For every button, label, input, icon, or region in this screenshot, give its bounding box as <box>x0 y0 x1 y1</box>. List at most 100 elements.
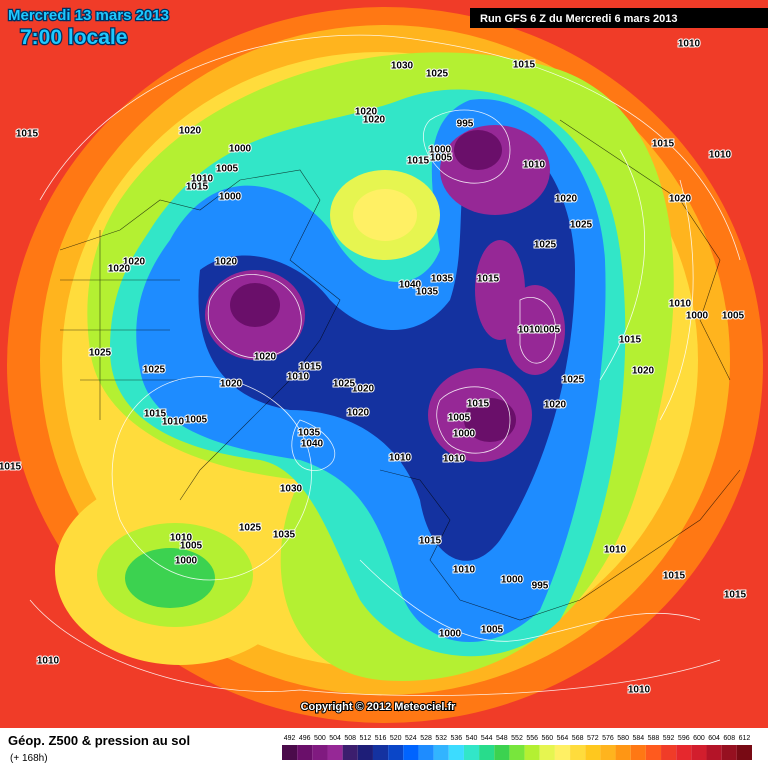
colorbar-label: 512 <box>360 735 372 742</box>
field <box>353 189 417 241</box>
isobar-label: 1040 <box>399 280 422 291</box>
map-date: Mercredi 13 mars 2013 <box>8 7 169 24</box>
colorbar-label: 564 <box>557 735 569 742</box>
isobar-label: 1010 <box>162 417 185 428</box>
isobar-label: 1015 <box>663 571 686 582</box>
isobar-label: 1020 <box>123 257 146 268</box>
isobar-label: 1015 <box>467 399 490 410</box>
isobar-label: 995 <box>532 581 549 592</box>
isobar-label: 1015 <box>144 409 167 420</box>
isobar-label: 1025 <box>89 348 112 359</box>
colorbar-swatch <box>736 745 752 760</box>
colorbar-swatch <box>630 745 646 760</box>
colorbar-label: 568 <box>572 735 584 742</box>
isobar-label: 1010 <box>37 656 60 667</box>
isobar-label: 1025 <box>562 375 585 386</box>
isobar-label: 1000 <box>439 629 462 640</box>
colorbar-label: 492 <box>284 735 296 742</box>
isobar-label: 1025 <box>426 69 449 80</box>
isobar-label: 1015 <box>186 182 209 193</box>
isobar-label: 1020 <box>555 194 578 205</box>
colorbar-swatch <box>600 745 616 760</box>
colorbar-swatch <box>312 745 328 760</box>
isobar-label: 1035 <box>416 287 439 298</box>
isobar-label: 1040 <box>301 439 324 450</box>
colorbar-label: 508 <box>344 735 356 742</box>
isobar-label: 1020 <box>352 384 375 395</box>
isobar-label: 1005 <box>430 153 453 164</box>
colorbar-label: 520 <box>390 735 402 742</box>
isobar-label: 1035 <box>431 274 454 285</box>
isobar-label: 1020 <box>254 352 277 363</box>
field <box>230 283 280 327</box>
colorbar-swatch <box>282 745 298 760</box>
colorbar-label: 600 <box>693 735 705 742</box>
map-time: 7:00 locale <box>20 26 127 49</box>
isobar-label: 1000 <box>453 429 476 440</box>
isobar-label: 1005 <box>538 325 561 336</box>
colorbar-label: 588 <box>648 735 660 742</box>
isobar-label: 1020 <box>632 366 655 377</box>
field <box>454 130 502 170</box>
isobar-label: 1005 <box>448 413 471 424</box>
isobar-label: 1010 <box>678 39 701 50</box>
isobar-label: 1010 <box>709 150 732 161</box>
colorbar-swatch <box>418 745 434 760</box>
colorbar-swatch <box>357 745 373 760</box>
colorbar-label: 552 <box>511 735 523 742</box>
colorbar-label: 580 <box>617 735 629 742</box>
isobar-label: 1025 <box>239 523 262 534</box>
colorbar-swatch <box>297 745 313 760</box>
colorbar-swatch <box>433 745 449 760</box>
isobar-label: 1015 <box>407 156 430 167</box>
run-info: Run GFS 6 Z du Mercredi 6 mars 2013 <box>480 13 677 25</box>
colorbar-label: 540 <box>466 735 478 742</box>
isobar-label: 1010 <box>669 299 692 310</box>
colorbar-swatch <box>645 745 662 760</box>
legend-title: Géop. Z500 & pression au sol <box>8 733 190 748</box>
colorbar-swatch <box>676 745 692 760</box>
field <box>125 548 215 608</box>
isobars <box>29 34 741 696</box>
colorbar-swatch <box>327 745 343 760</box>
colorbar-label: 528 <box>420 735 432 742</box>
colorbar-swatch <box>372 745 389 760</box>
isobar-label: 1025 <box>143 365 166 376</box>
isobar-label: 1015 <box>724 590 747 601</box>
isobar-label: 1010 <box>453 565 476 576</box>
isobar-label: 1035 <box>273 530 296 541</box>
colorbar-swatch <box>706 745 722 760</box>
colorbar-label: 504 <box>329 735 341 742</box>
isobar-label: 1015 <box>16 129 39 140</box>
colorbar-label: 572 <box>587 735 599 742</box>
isobar-label: 1010 <box>389 453 412 464</box>
isobar-label: 1000 <box>429 145 452 156</box>
colorbar: 492 496 500 504 508 512 516 520 524 528 532 536 540 5… <box>282 735 752 760</box>
isobar-label: 1010 <box>170 533 193 544</box>
colorbar-swatch <box>691 745 707 760</box>
colorbar-label: 524 <box>405 735 417 742</box>
lead-time: (+ 168h) <box>10 753 48 764</box>
run-box <box>470 8 768 28</box>
colorbar-label: 560 <box>541 735 553 742</box>
colorbar-label: 584 <box>632 735 644 742</box>
isobar-label: 1025 <box>333 379 356 390</box>
isobar-label: 1000 <box>219 192 242 203</box>
isobar-label: 1030 <box>280 484 303 495</box>
colorbar-swatch <box>509 745 525 760</box>
isobar-label: 1035 <box>298 428 321 439</box>
copyright: Copyright © 2012 Meteociel.fr <box>301 701 457 713</box>
isobar-label: 1010 <box>604 545 627 556</box>
colorbar-swatch <box>403 745 419 760</box>
isobar-label: 1005 <box>216 164 239 175</box>
colorbar-label: 608 <box>723 735 735 742</box>
colorbar-swatch <box>585 745 601 760</box>
field <box>464 398 516 442</box>
isobar-label: 1015 <box>0 462 22 473</box>
isobar-label: 1020 <box>355 107 378 118</box>
colorbar-swatch <box>554 745 571 760</box>
colorbar-swatch <box>661 745 677 760</box>
colorbar-swatch <box>388 745 404 760</box>
